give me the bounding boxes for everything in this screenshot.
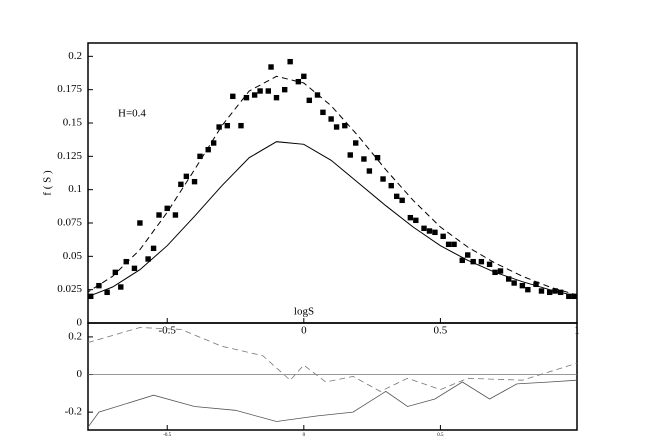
y-tick-label: 0 [77,368,83,380]
data-point [538,288,545,294]
data-point [156,212,162,218]
data-point [210,140,217,146]
data-point [251,92,258,98]
data-point [238,122,244,129]
data-point [478,258,485,265]
data-point [137,220,143,226]
data-point [399,197,405,204]
data-point [511,280,517,286]
data-point [287,58,293,65]
y-axis-label: f ( S ) [42,170,54,196]
data-point [183,173,190,180]
plot-frame [87,42,578,324]
data-point [465,252,471,258]
data-point [205,146,211,153]
data-point [426,228,433,234]
y-tick-label: 0 [77,317,83,329]
data-point [445,241,452,248]
y-tick-label: 0.2 [68,330,82,342]
data-point [497,268,504,274]
data-point [347,152,353,158]
data-point [191,178,198,185]
data-point [172,212,179,218]
data-point [243,94,250,101]
data-point [257,88,263,94]
y-tick-label: 0.175 [57,83,82,95]
data-point [566,293,572,300]
data-point [333,124,340,130]
data-point [353,140,359,146]
data-point [546,289,553,296]
data-point [112,269,119,276]
data-point [361,156,367,162]
data-point [216,124,222,130]
data-point [118,284,124,290]
data-point [145,256,151,262]
y-tick-label: 0.15 [63,117,83,129]
data-point [265,88,272,94]
data-point [342,122,348,129]
y-tick-label: 0.075 [57,217,82,229]
data-point [306,97,312,104]
data-point [328,116,334,122]
data-point [571,293,577,300]
data-point [519,282,526,289]
x-tick-label: 0.5 [437,433,444,438]
x-tick-label: -0.5 [159,325,177,337]
data-point [421,225,427,232]
data-point [440,233,446,240]
data-point [197,153,203,160]
dashed-line [88,327,577,392]
data-point [374,154,381,161]
data-point [388,182,394,189]
x-axis-label: logS [294,306,314,318]
data-point [459,257,465,264]
data-point [104,289,110,296]
data-point [413,217,419,224]
data-point [178,181,184,188]
plot-frame [87,322,578,431]
x-tick-label: 0 [303,433,306,438]
y-tick-label: -0.2 [65,406,82,418]
data-point [380,176,386,182]
solid-line [88,141,577,298]
annotation: H=0.4 [118,108,146,120]
data-point [131,265,138,272]
dashed-line [88,75,577,296]
data-point [393,193,400,200]
data-point [506,276,512,282]
data-point [366,168,373,174]
y-tick-label: 0.2 [68,50,82,62]
data-point [150,245,157,252]
y-tick-label: 0.05 [63,250,83,262]
data-point [301,73,307,80]
x-tick-label: 0.5 [434,325,448,337]
data-point [230,93,236,100]
data-point [123,258,129,265]
data-point [295,78,302,85]
data-point [268,64,274,70]
y-tick-label: 0.125 [57,150,82,162]
y-tick-label: 0.025 [57,283,82,295]
data-point [470,258,476,265]
data-point [224,122,231,129]
data-point [281,86,288,93]
data-point [407,214,414,221]
data-point [432,229,438,236]
data-point [96,282,102,289]
solid-line [88,379,577,428]
x-tick-label: 0 [301,325,307,337]
y-tick-label: 0.1 [68,183,82,195]
data-point [525,286,531,293]
data-point [88,293,94,300]
data-point [486,261,493,268]
data-point [320,109,326,116]
data-point [533,281,539,288]
data-point [273,94,280,101]
x-tick-label: -0.5 [163,433,171,438]
data-point [451,241,457,248]
data-point [164,205,170,212]
